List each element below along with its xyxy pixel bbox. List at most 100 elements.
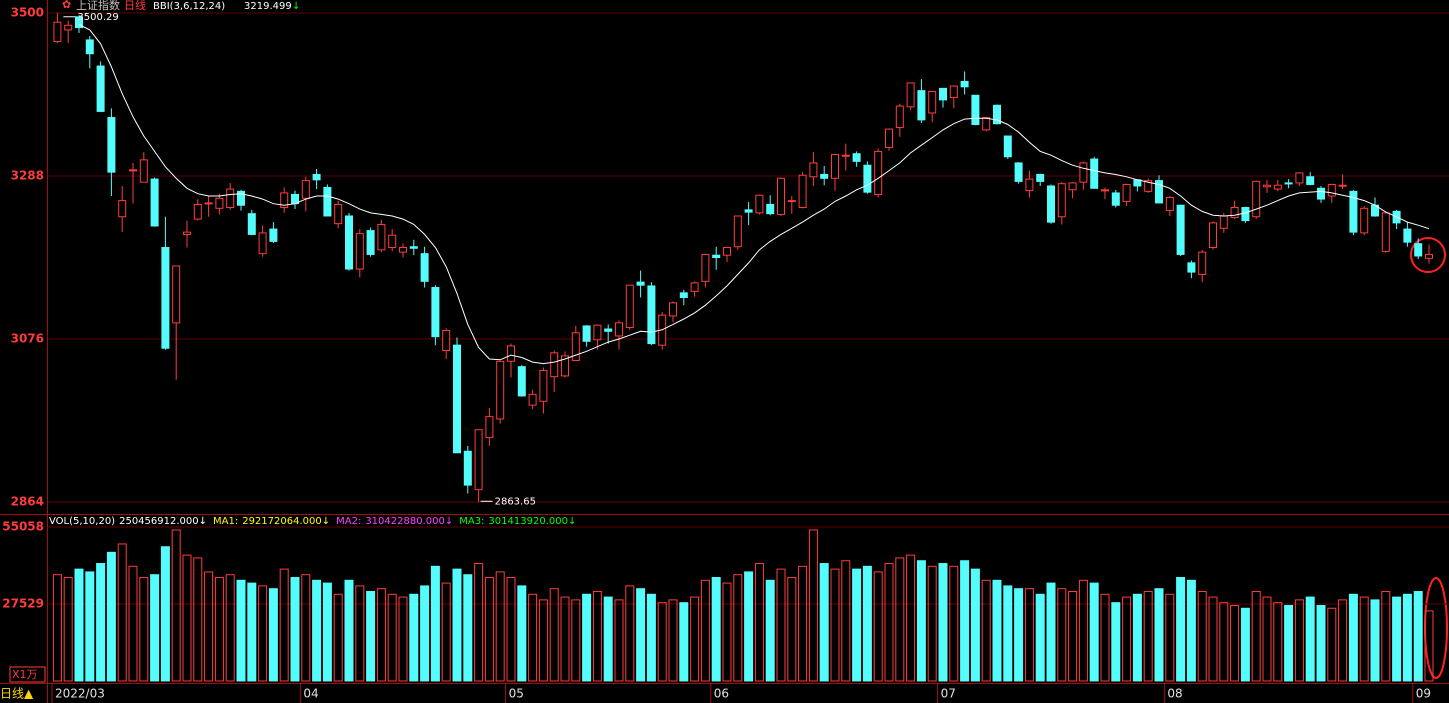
volume-bar — [1284, 604, 1294, 682]
volume-bar — [1122, 596, 1132, 682]
volume-bar — [290, 577, 300, 682]
candle-body — [377, 223, 386, 251]
volume-bar — [1003, 585, 1013, 682]
volume-bar — [463, 574, 473, 682]
candle-body — [118, 200, 127, 218]
volume-bar — [1154, 588, 1164, 682]
high-label: 3500.29 — [77, 12, 118, 23]
candle-body — [1025, 178, 1034, 192]
volume-bar — [376, 588, 386, 682]
candle-body — [841, 154, 850, 157]
volume-bar — [193, 557, 203, 682]
candle-body — [107, 117, 116, 173]
candle-body — [647, 285, 656, 345]
candle-body — [1101, 189, 1109, 192]
volume-bar — [171, 529, 181, 682]
volume-bar — [1035, 593, 1045, 682]
volume-bar — [1165, 593, 1175, 682]
candle-body — [172, 265, 181, 324]
y-tick-label: 3076 — [11, 332, 44, 346]
candle-body — [355, 233, 364, 270]
volume-legend: VOL(5,10,20) 250456912.000↓ MA1: 292172064.… — [49, 516, 576, 527]
candle-body — [301, 180, 310, 199]
volume-bar — [711, 577, 721, 682]
candle-body — [64, 24, 73, 31]
indicator-value: 3219.499 — [244, 1, 292, 12]
volume-bar — [387, 593, 397, 682]
volume-bar — [474, 563, 484, 682]
candle-body — [183, 231, 191, 235]
candle-body — [917, 90, 926, 121]
volume-legend-item: 292172064.000↓ — [242, 516, 330, 527]
volume-bar — [301, 574, 311, 682]
candle-body — [1273, 184, 1282, 190]
candle-body — [247, 213, 256, 235]
volume-bar — [549, 588, 559, 682]
volume-bar — [441, 582, 451, 682]
volume-bar — [862, 565, 872, 682]
candle-body — [150, 178, 159, 227]
volume-bar — [560, 596, 570, 682]
candle-body — [1219, 215, 1228, 229]
volume-bar — [409, 593, 419, 682]
volume-bar — [614, 599, 624, 682]
volume-bar — [582, 593, 592, 682]
volume-bar — [63, 577, 73, 682]
candle-body — [625, 284, 634, 328]
candle-body — [1155, 180, 1163, 204]
x-tick-label: 2022/03 — [55, 687, 105, 701]
volume-bar — [603, 596, 613, 682]
candle-body — [496, 360, 505, 420]
volume-bar — [754, 563, 764, 682]
volume-bar — [960, 560, 970, 682]
y-tick-label: 2864 — [11, 495, 44, 509]
volume-bar — [819, 563, 829, 682]
candle-body — [258, 232, 267, 255]
y-tick-label: 3500 — [11, 6, 44, 20]
volume-bar — [636, 588, 646, 682]
candle-body — [1403, 228, 1412, 243]
candle-body — [463, 450, 472, 486]
candle-body — [1036, 173, 1045, 182]
candle-body — [53, 21, 62, 42]
candle-body — [604, 328, 613, 332]
candle-body — [1014, 162, 1023, 182]
candle-body — [874, 150, 883, 195]
candle-body — [1306, 176, 1315, 185]
candle-body — [474, 429, 483, 491]
volume-bar — [841, 560, 851, 682]
volume-bar — [657, 602, 667, 682]
volume-bar — [571, 599, 581, 682]
candle-body — [777, 177, 785, 215]
volume-bar — [1068, 590, 1078, 682]
candle-body — [129, 169, 137, 172]
volume-bar — [1046, 582, 1056, 682]
volume-bar — [1100, 593, 1110, 682]
volume-bar — [452, 568, 462, 682]
volume-bar — [1197, 590, 1207, 682]
title: 上证指数 — [76, 0, 120, 12]
volume-bar — [722, 582, 732, 682]
candle-body — [75, 16, 83, 29]
volume-bar — [517, 585, 527, 682]
volume-bar — [744, 571, 754, 682]
candle-body — [1187, 262, 1196, 273]
volume-bar — [830, 568, 840, 682]
volume-bar — [484, 577, 494, 682]
candle-body — [906, 82, 915, 108]
volume-bar — [312, 579, 322, 682]
candle-body — [755, 194, 764, 214]
volume-bar — [625, 585, 635, 682]
candle-body — [1263, 184, 1271, 188]
volume-legend-item: 310422880.000↓ — [365, 516, 453, 527]
candle-body — [507, 345, 515, 362]
candle-body — [1209, 222, 1217, 249]
candle-body — [885, 128, 893, 149]
volume-bar — [117, 543, 127, 682]
x-tick-label: 08 — [1167, 687, 1182, 701]
volume-bar — [398, 596, 408, 682]
volume-bar — [1348, 593, 1358, 682]
candle-body — [442, 330, 451, 352]
